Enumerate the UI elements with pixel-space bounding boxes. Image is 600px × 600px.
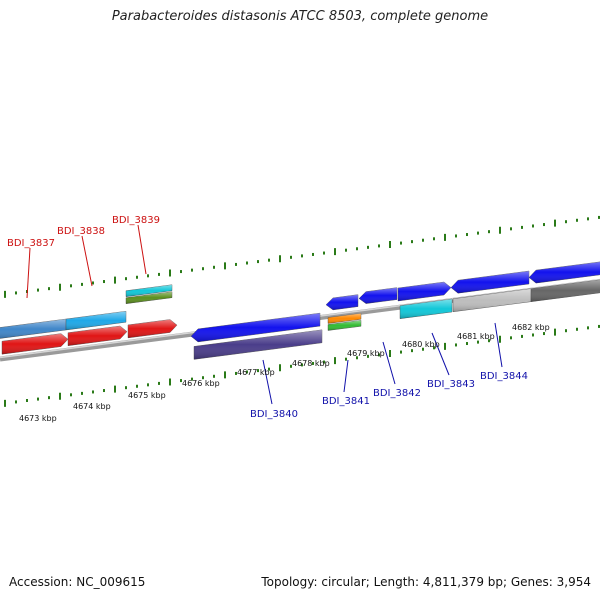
gene-arrow-sheen: [328, 320, 361, 331]
gene-arrow-sheen: [451, 271, 529, 294]
gene-label[interactable]: BDI_3842: [373, 388, 421, 399]
gene-feature[interactable]: [125, 291, 173, 304]
scale-label: 4674 kbp: [73, 402, 111, 411]
top-tick-row: [4, 215, 600, 298]
map-title: Parabacteroides distasonis ATCC 8503, co…: [111, 9, 489, 24]
gene-arrow-sheen: [326, 294, 358, 310]
gene-feature[interactable]: [327, 320, 362, 331]
gene-label[interactable]: BDI_3844: [480, 371, 528, 382]
gene-feature[interactable]: [1, 333, 69, 355]
gene-leader-line: [431, 332, 450, 376]
genome-stats-text: Topology: circular; Length: 4,811,379 bp…: [261, 575, 591, 589]
scale-label: 4682 kbp: [512, 323, 550, 332]
gene-feature[interactable]: [127, 319, 178, 339]
accession-text: Accession: NC_009615: [9, 575, 146, 589]
scale-label: 4676 kbp: [182, 379, 220, 388]
gene-feature[interactable]: [450, 270, 530, 294]
gene-arrow-sheen: [529, 261, 600, 284]
gene-feature[interactable]: [65, 310, 127, 331]
gene-leader-line: [137, 224, 147, 275]
gene-feature[interactable]: [67, 325, 128, 346]
gene-feature[interactable]: [397, 281, 452, 302]
gene-label[interactable]: BDI_3840: [250, 409, 298, 420]
gene-feature[interactable]: [125, 284, 173, 297]
gene-feature[interactable]: [399, 298, 453, 319]
gene-arrow-sheen: [191, 313, 320, 342]
gene-arrow-sheen: [531, 279, 600, 302]
feature-track: [0, 261, 600, 360]
gene-leader-line: [343, 359, 349, 393]
gene-label[interactable]: BDI_3841: [322, 396, 370, 407]
gene-feature[interactable]: [528, 261, 600, 284]
gene-feature[interactable]: [325, 294, 359, 311]
gene-feature[interactable]: [530, 279, 600, 302]
gene-arrow-sheen: [66, 311, 126, 330]
scale-label: 4673 kbp: [19, 414, 57, 423]
gene-leader-line: [81, 235, 93, 287]
scale-label: 4677 kbp: [237, 368, 275, 377]
gene-leader-line: [26, 247, 31, 299]
gene-feature[interactable]: [190, 312, 321, 343]
gene-arrow-sheen: [398, 282, 451, 301]
scale-label: 4675 kbp: [128, 391, 166, 400]
scale-label: 4681 kbp: [457, 332, 495, 341]
gene-label[interactable]: BDI_3843: [427, 379, 475, 390]
bottom-tick-row: [4, 324, 600, 407]
gene-arrow-sheen: [400, 299, 452, 319]
gene-label[interactable]: BDI_3837: [7, 238, 55, 249]
gene-arrow-sheen: [68, 326, 127, 346]
gene-arrow-sheen: [128, 319, 177, 338]
gene-leader-line: [494, 322, 503, 368]
scale-label: 4678 kbp: [292, 359, 330, 368]
gene-arrow-sheen: [328, 313, 361, 324]
gene-feature[interactable]: [193, 329, 323, 360]
gene-arrow-sheen: [2, 333, 68, 355]
gene-arrow-sheen: [359, 287, 397, 304]
scale-label: 4680 kbp: [402, 340, 440, 349]
gene-arrow-sheen: [126, 284, 172, 297]
gene-leader-line: [382, 341, 396, 385]
scale-label: 4679 kbp: [347, 349, 385, 358]
gene-label[interactable]: BDI_3838: [57, 226, 105, 237]
gene-arrow-sheen: [194, 329, 322, 360]
label-leaders: [26, 224, 503, 405]
scale-label-layer: 4673 kbp 4674 kbp 4675 kbp 4676 kbp 4677 kbp…: [19, 323, 550, 423]
gene-arrow-sheen: [0, 319, 66, 339]
gene-leader-line: [262, 359, 273, 405]
gene-label[interactable]: BDI_3839: [112, 215, 160, 226]
gene-arrow-sheen: [453, 288, 531, 312]
gene-feature[interactable]: [327, 313, 362, 324]
gene-arrow-sheen: [126, 291, 172, 304]
gene-feature[interactable]: [358, 287, 398, 304]
